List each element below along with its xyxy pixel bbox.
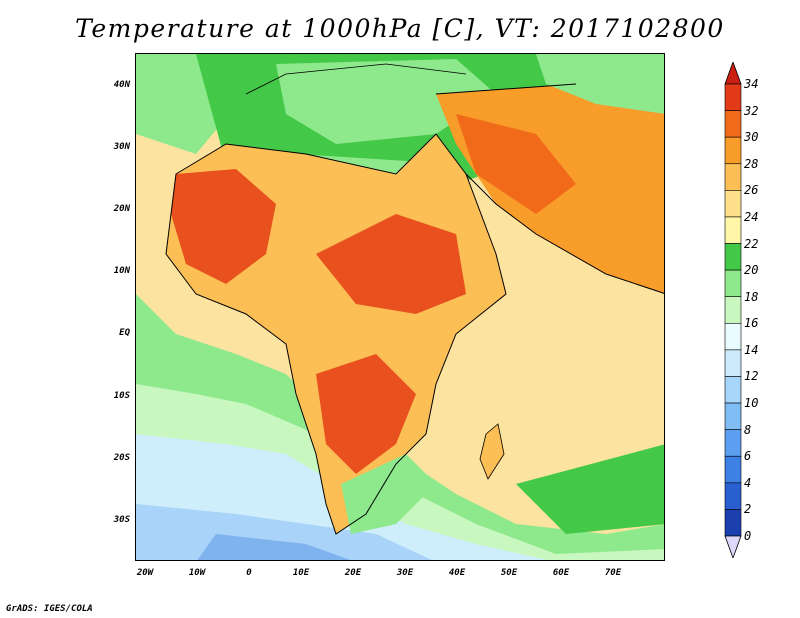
africa-coastline <box>165 133 507 535</box>
lon-label-70e: 70E <box>604 568 622 578</box>
colorbar-swatch <box>724 243 742 271</box>
colorbar-label: 30 <box>744 130 759 145</box>
colorbar-swatch <box>724 136 742 165</box>
colorbar-label: 4 <box>744 475 752 490</box>
colorbar-label: 32 <box>744 103 759 118</box>
lon-label-40e: 40E <box>448 568 466 578</box>
lat-label-40n: 40N <box>113 80 130 90</box>
central-africa-hot-core <box>316 214 466 314</box>
lat-label-eq: EQ <box>119 328 130 338</box>
colorbar-max-arrow <box>724 60 742 85</box>
lon-label-60e: 60E <box>552 568 570 578</box>
colorbar-swatch <box>724 322 742 351</box>
south-tip-green <box>341 454 436 534</box>
colorbar-label: 0 <box>744 529 752 543</box>
colorbar-swatch <box>724 163 742 191</box>
lon-label-50e: 50E <box>500 568 518 578</box>
colorbar-swatch <box>724 269 742 298</box>
colorbar-label: 34 <box>744 77 759 91</box>
colorbar-label: 18 <box>744 289 759 304</box>
colorbar-swatch <box>724 455 742 484</box>
lat-label-10s: 10S <box>113 391 130 401</box>
lon-label-20w: 20W <box>136 568 154 578</box>
map-canvas <box>136 54 664 560</box>
lon-label-10w: 10W <box>188 568 206 578</box>
lat-label-30s: 30S <box>113 515 130 525</box>
colorbar-swatch <box>724 402 742 430</box>
indian-ocean-green <box>516 444 664 534</box>
lat-label-10n: 10N <box>113 266 130 276</box>
colorbar-swatch <box>724 376 742 404</box>
colorbar-label: 8 <box>744 422 752 437</box>
colorbar-label: 12 <box>744 369 759 384</box>
colorbar <box>724 60 742 562</box>
colorbar-label: 20 <box>744 263 759 278</box>
south-africa-hot-core <box>316 354 416 474</box>
mediterranean-light <box>276 59 496 144</box>
colorbar-label: 26 <box>744 183 759 198</box>
temperature-map <box>135 53 665 561</box>
asia-coastline <box>435 83 664 294</box>
colorbar-label: 2 <box>744 502 752 517</box>
colorbar-swatch <box>724 482 742 510</box>
colorbar-swatch <box>724 110 742 138</box>
lat-label-20s: 20S <box>113 453 130 463</box>
lon-label-0: 0 <box>246 568 252 578</box>
colorbar-label: 16 <box>744 316 759 331</box>
lon-label-30e: 30E <box>396 568 414 578</box>
colorbar-label: 22 <box>744 236 759 251</box>
colorbar-swatch <box>724 296 742 324</box>
arabia-hot-core <box>456 114 576 214</box>
europe-coastline <box>245 63 467 95</box>
map-title: Temperature at 1000hPa [C], VT: 20171028… <box>75 14 725 43</box>
madagascar <box>479 423 505 480</box>
lat-label-20n: 20N <box>113 204 130 214</box>
colorbar-label: 6 <box>744 449 752 464</box>
west-africa-hot-core <box>171 169 276 284</box>
lon-label-20e: 20E <box>344 568 362 578</box>
colorbar-swatch <box>724 349 742 377</box>
colorbar-swatch <box>724 83 742 111</box>
colorbar-min-arrow <box>724 535 742 560</box>
colorbar-swatches <box>724 60 742 560</box>
colorbar-label: 14 <box>744 342 759 357</box>
lat-label-30n: 30N <box>113 142 130 152</box>
grads-credit: GrADS: IGES/COLA <box>6 604 93 614</box>
colorbar-label: 24 <box>744 209 759 224</box>
colorbar-swatch <box>724 190 742 218</box>
colorbar-swatch <box>724 429 742 457</box>
colorbar-label: 28 <box>744 156 759 171</box>
lon-label-10e: 10E <box>292 568 310 578</box>
asia-north-green <box>536 54 664 114</box>
colorbar-swatch <box>724 216 742 244</box>
ocean-coldest-zone <box>197 534 351 560</box>
colorbar-label: 10 <box>744 396 759 411</box>
colorbar-swatch <box>724 509 742 537</box>
